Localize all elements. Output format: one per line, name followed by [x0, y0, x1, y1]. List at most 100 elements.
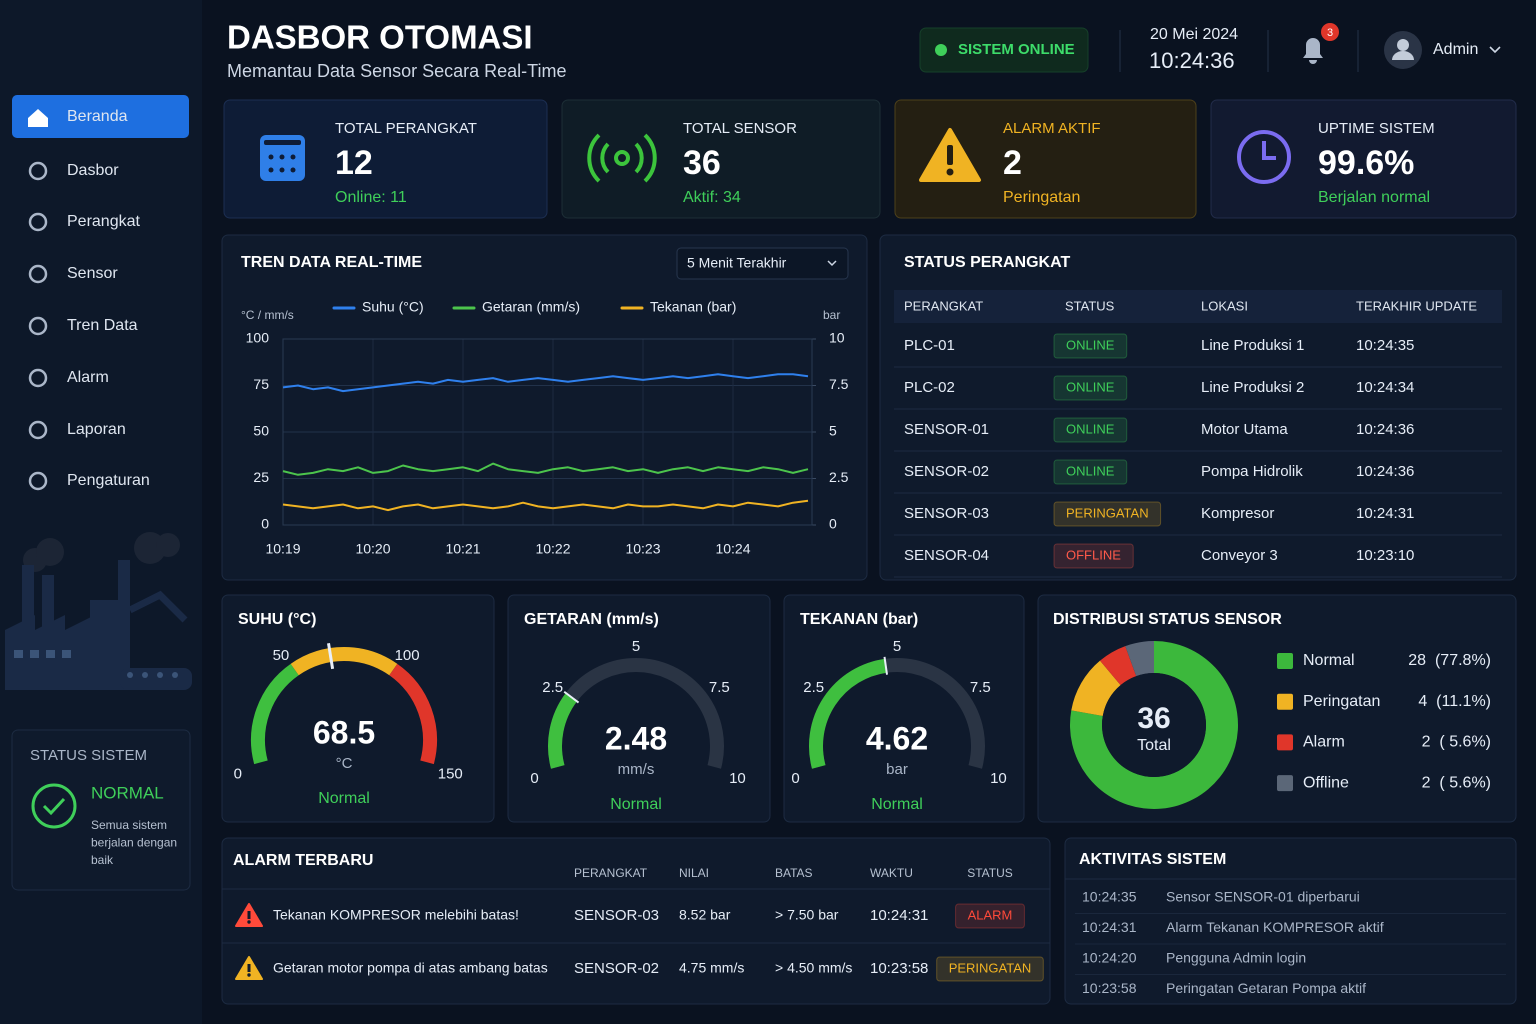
gauge-title: GETARAN (mm/s): [524, 611, 659, 628]
gauge-tick-label: 0: [234, 765, 242, 782]
legend-label: Suhu (°C): [362, 299, 424, 315]
panel-title: DISTRIBUSI STATUS SENSOR: [1053, 611, 1282, 628]
menu-icon: [28, 368, 48, 388]
menu-item[interactable]: Pengaturan: [67, 472, 150, 489]
table-header: [894, 290, 1502, 323]
legend-value: 4 (11.1%): [1418, 693, 1491, 710]
menu-icon: [28, 264, 48, 284]
alarm-icon: [247, 920, 251, 924]
gauge-card: [783, 594, 1025, 823]
kpi-value: 36: [683, 144, 721, 182]
kpi-label: TOTAL SENSOR: [683, 120, 797, 137]
alarm-time: 10:23:58: [870, 960, 928, 977]
column-header: WAKTU: [870, 866, 913, 880]
y-tick-label: 0: [261, 516, 269, 532]
alarm-message: Tekanan KOMPRESOR melebihi batas!: [273, 907, 519, 923]
status-badge-text: ONLINE: [1066, 463, 1115, 478]
column-header: BATAS: [775, 866, 813, 880]
y-tick-label: 100: [246, 330, 270, 346]
notification-bell[interactable]: [1303, 38, 1323, 64]
gauge-value-arc: [809, 658, 887, 769]
series-line: [282, 373, 809, 393]
legend-swatch: [1277, 734, 1293, 751]
gauge-tick-label: 10: [990, 770, 1007, 787]
alarm-card: [221, 837, 1051, 1005]
alarm-message: Getaran motor pompa di atas ambang batas: [273, 960, 548, 976]
alarm-device: SENSOR-03: [574, 907, 659, 924]
status-badge-text: ONLINE: [1066, 421, 1115, 436]
activity-text: Peringatan Getaran Pompa aktif: [1166, 980, 1366, 996]
donut-total: 36: [1137, 702, 1170, 735]
gauge-zone: [251, 663, 299, 765]
menu-item[interactable]: Perangkat: [67, 213, 140, 230]
column-header: LOKASI: [1201, 298, 1248, 313]
column-header: PERANGKAT: [574, 866, 648, 880]
status-badge-text: OFFLINE: [1066, 547, 1121, 562]
menu-item[interactable]: Laporan: [67, 421, 126, 438]
gauge-tick-label: 5: [632, 638, 640, 655]
x-tick-label: 10:21: [445, 541, 480, 557]
menu-item[interactable]: Beranda: [67, 108, 128, 125]
device-name: PLC-01: [904, 337, 955, 354]
status-badge-text: ALARM: [968, 907, 1013, 922]
gauge-title: SUHU (°C): [238, 611, 316, 628]
gauge-card: [507, 594, 771, 823]
gauge-zone: [389, 663, 437, 765]
gauge-value: 2.48: [605, 720, 667, 756]
range-select-value[interactable]: 5 Menit Terakhir: [687, 255, 787, 271]
system-status-description: baik: [91, 853, 114, 867]
user-menu-chevron[interactable]: [1489, 46, 1501, 54]
device-name: SENSOR-04: [904, 547, 989, 564]
donut-total-label: Total: [1137, 737, 1171, 754]
alarm-device: SENSOR-02: [574, 960, 659, 977]
kpi-note: Peringatan: [1003, 189, 1080, 206]
user-name[interactable]: Admin: [1433, 41, 1478, 58]
device-location: Line Produksi 2: [1201, 379, 1304, 396]
donut-slice: [1070, 641, 1239, 809]
panel-title: ALARM TERBARU: [233, 852, 373, 869]
panel-title: STATUS PERANGKAT: [904, 254, 1070, 271]
legend-swatch: [1277, 693, 1293, 710]
x-tick-label: 10:24: [715, 541, 750, 557]
gauge-value: 4.62: [866, 720, 928, 756]
status-badge: [1053, 459, 1128, 485]
column-header: STATUS: [967, 866, 1013, 880]
range-select[interactable]: [676, 247, 849, 280]
activity-time: 10:24:35: [1082, 889, 1137, 905]
legend-swatch: [1277, 775, 1293, 792]
legend-label: Offline: [1303, 774, 1349, 791]
column-header: STATUS: [1065, 298, 1115, 313]
activity-text: Pengguna Admin login: [1166, 950, 1306, 966]
system-status-title: STATUS SISTEM: [30, 747, 147, 764]
menu-item[interactable]: Alarm: [67, 369, 109, 386]
system-status-description: berjalan dengan: [91, 836, 177, 850]
legend-label: Peringatan: [1303, 693, 1380, 710]
clock: 10:24:36: [1149, 48, 1235, 73]
kpi-value: 12: [335, 144, 373, 182]
device-name: SENSOR-03: [904, 505, 989, 522]
y-tick-label: 75: [253, 376, 269, 392]
gauge-tick-label: 7.5: [709, 679, 730, 696]
menu-icon: [28, 109, 48, 127]
kpi-card: [894, 99, 1197, 219]
select-chevron[interactable]: [827, 260, 837, 267]
device-location: Motor Utama: [1201, 421, 1288, 438]
activity-time: 10:24:20: [1082, 950, 1137, 966]
y2-tick-label: 2.5: [829, 469, 849, 485]
alarm-limit: > 4.50 mm/s: [775, 960, 852, 976]
column-header: PERANGKAT: [904, 298, 983, 313]
menu-item[interactable]: Dasbor: [67, 162, 119, 179]
kpi-note: Online: 11: [335, 189, 407, 206]
avatar-icon: [1397, 39, 1409, 51]
device-updated: 10:24:36: [1356, 421, 1414, 438]
kpi-card: [561, 99, 881, 219]
menu-item[interactable]: Tren Data: [67, 317, 138, 334]
content: Beranda Dasbor Perangkat Sensor Tren Data Ala…: [28, 108, 1516, 996]
menu-item[interactable]: Sensor: [67, 265, 118, 282]
x-tick-label: 10:19: [265, 541, 300, 557]
menu-icon: [28, 420, 48, 440]
legend-value: 2 ( 5.6%): [1422, 774, 1491, 791]
gauge-unit: bar: [886, 761, 908, 778]
device-location: Pompa Hidrolik: [1201, 463, 1303, 480]
